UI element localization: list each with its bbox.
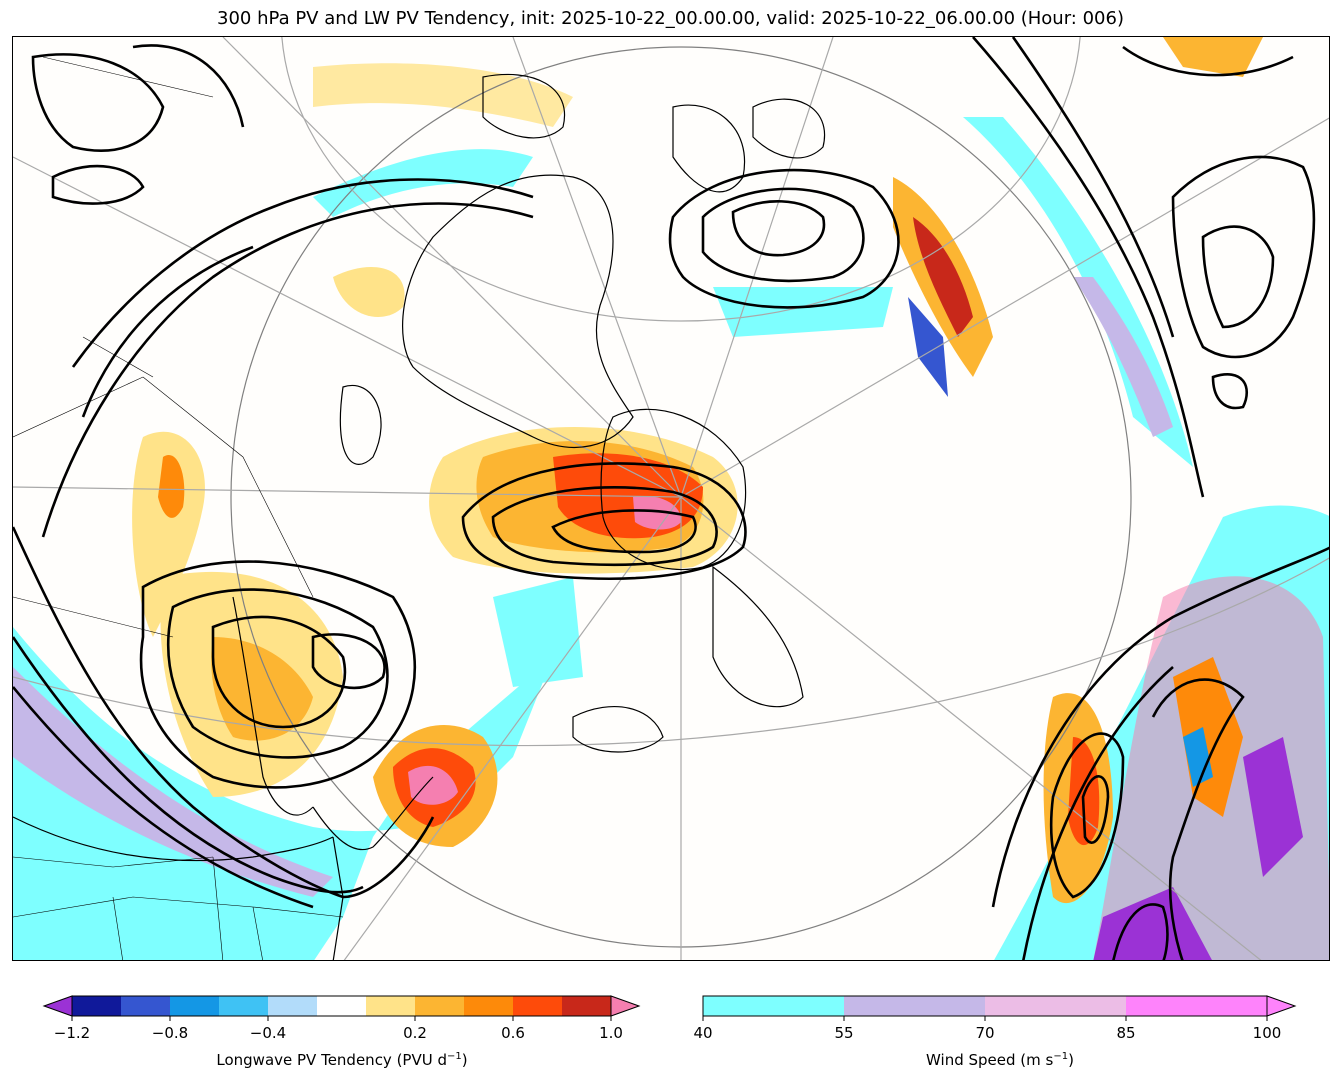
wind-label-text: Wind Speed (m s — [926, 1051, 1054, 1069]
political-boundaries — [13, 56, 344, 960]
map-canvas — [13, 37, 1329, 960]
pv-tendency-colorbar: −1.2 −0.8 −0.4 0.2 0.6 1.0 Longwave PV Tenden… — [42, 995, 641, 1076]
pv-color-segment — [562, 996, 611, 1016]
pv-label-end: ) — [461, 1051, 468, 1069]
pv-label-sup: −1 — [447, 1051, 462, 1062]
wind-speed-colorbar-label: Wind Speed (m s−1) — [703, 1051, 1297, 1069]
wind-color-segment — [844, 996, 985, 1016]
pv-tick-label: 1.0 — [599, 1024, 623, 1042]
wind-tick-label: 100 — [1253, 1024, 1282, 1042]
pv-tendency-colorbar-label: Longwave PV Tendency (PVU d−1) — [44, 1051, 640, 1069]
pv-color-segment — [464, 996, 513, 1016]
wind-over-extension — [1266, 995, 1297, 1017]
wind-color-segment — [703, 996, 844, 1016]
pv-contours — [13, 37, 1329, 960]
pv-color-segment — [219, 996, 268, 1016]
pv-over-extension — [610, 995, 641, 1017]
pv-color-segment — [72, 996, 121, 1016]
figure-title: 300 hPa PV and LW PV Tendency, init: 202… — [217, 8, 1124, 29]
pv-color-segment — [513, 996, 562, 1016]
wind-color-segment — [985, 996, 1126, 1016]
pv-tick-label: −1.2 — [54, 1024, 90, 1042]
pv-color-segment — [366, 996, 415, 1016]
pv-color-segment — [121, 996, 170, 1016]
pv-color-segment — [170, 996, 219, 1016]
wind-label-sup: −1 — [1053, 1051, 1069, 1062]
coastlines — [13, 73, 826, 960]
pv-tendency-colorbar-scale: −1.2 −0.8 −0.4 0.2 0.6 1.0 — [42, 995, 641, 1042]
wind-speed-colorbar: 40 55 70 85 100 Wind Speed (m s−1) — [693, 995, 1297, 1076]
pv-tick-label: 0.6 — [501, 1024, 525, 1042]
wind-tick-label: 85 — [1116, 1024, 1135, 1042]
pv-tendency-shading — [132, 37, 1329, 960]
pv-tick-label: −0.4 — [250, 1024, 286, 1042]
pv-label-text: Longwave PV Tendency (PVU d — [216, 1051, 448, 1069]
wind-speed-colorbar-scale: 40 55 70 85 100 — [693, 995, 1297, 1042]
wind-color-segment — [1126, 996, 1267, 1016]
map-panel — [12, 36, 1330, 961]
pv-color-segment — [317, 996, 366, 1016]
pv-color-segment — [268, 996, 317, 1016]
graticule — [13, 37, 1329, 960]
pv-color-segment — [415, 996, 464, 1016]
wind-tick-label: 55 — [834, 1024, 853, 1042]
pv-tick-label: −0.8 — [152, 1024, 188, 1042]
wind-tick-label: 70 — [975, 1024, 994, 1042]
wind-label-end: ) — [1068, 1051, 1074, 1069]
pv-bar-frame — [71, 995, 612, 1017]
wind-tick-label: 40 — [693, 1024, 712, 1042]
pv-under-extension — [42, 995, 73, 1017]
pv-tick-label: 0.2 — [403, 1024, 427, 1042]
